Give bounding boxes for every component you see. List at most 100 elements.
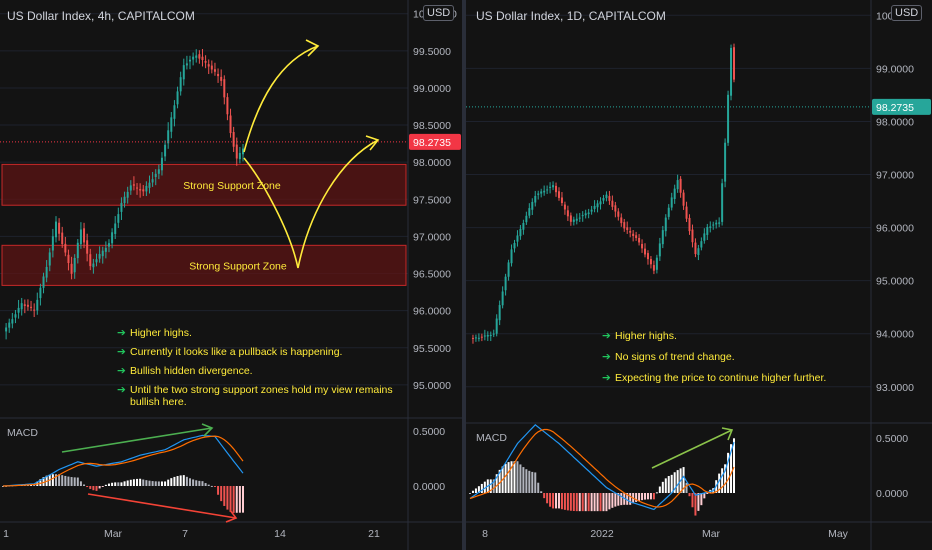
note-text: Until the two strong support zones hold … xyxy=(130,384,393,396)
macd-histogram-bar xyxy=(195,480,198,486)
macd-histogram-bar xyxy=(139,478,142,486)
macd-histogram-bar xyxy=(213,486,216,487)
price-tick-label: 97.0000 xyxy=(413,231,451,243)
price-candle xyxy=(207,64,210,67)
note-arrow-icon: ➔ xyxy=(117,327,126,339)
macd-histogram-bar xyxy=(67,476,70,486)
price-candle xyxy=(79,229,82,245)
macd-histogram-bar xyxy=(198,480,201,486)
left-chart-title: US Dollar Index, 4h, CAPITALCOM xyxy=(7,9,195,23)
price-candle xyxy=(608,196,611,201)
right-chart-panel[interactable]: 100.000099.000098.000097.000096.000095.0… xyxy=(466,0,932,550)
price-tick-label: 98.0000 xyxy=(876,116,914,128)
price-candle xyxy=(572,219,575,222)
price-candle xyxy=(557,191,560,198)
macd-histogram-bar xyxy=(516,461,519,493)
macd-histogram-bar xyxy=(528,470,531,493)
macd-histogram-bar xyxy=(217,486,220,495)
arrowhead-icon xyxy=(225,509,238,523)
macd-histogram-bar xyxy=(83,484,86,486)
price-candle xyxy=(495,318,498,334)
price-candle xyxy=(644,248,647,255)
macd-histogram-bar xyxy=(142,479,145,486)
macd-histogram-bar xyxy=(207,484,210,486)
macd-histogram-bar xyxy=(703,493,706,499)
price-candle xyxy=(104,247,107,252)
price-candle xyxy=(635,235,638,239)
macd-histogram-bar xyxy=(691,493,694,508)
price-candle xyxy=(649,259,652,265)
macd-histogram-bar xyxy=(617,493,620,506)
time-tick-label: 7 xyxy=(182,528,188,540)
left-chart-panel[interactable]: 100.000099.500099.000098.500098.000097.5… xyxy=(0,0,462,550)
macd-histogram-bar xyxy=(145,480,148,486)
macd-histogram-bar xyxy=(673,472,676,493)
price-candle xyxy=(117,214,120,223)
price-candle xyxy=(537,193,540,195)
price-candle xyxy=(703,233,706,241)
macd-histogram-bar xyxy=(229,486,232,512)
price-candle xyxy=(167,130,170,144)
macd-histogram-bar xyxy=(220,486,223,502)
price-candle xyxy=(54,221,57,238)
macd-histogram-bar xyxy=(602,493,605,512)
macd-histogram-bar xyxy=(688,493,691,497)
price-candle xyxy=(89,254,92,267)
macd-histogram-bar xyxy=(492,479,495,493)
price-candle xyxy=(620,217,623,224)
panel-divider[interactable] xyxy=(462,0,466,550)
price-tick-label: 94.0000 xyxy=(876,329,914,341)
price-candle xyxy=(148,182,151,188)
macd-histogram-bar xyxy=(667,476,670,493)
right-currency-button[interactable]: USD xyxy=(891,5,923,21)
macd-histogram-bar xyxy=(590,493,593,512)
left-chart-canvas[interactable]: 100.000099.500099.000098.500098.000097.5… xyxy=(0,0,462,550)
price-candle xyxy=(8,322,11,328)
macd-histogram-bar xyxy=(626,493,629,505)
price-candle xyxy=(691,229,694,243)
macd-histogram-bar xyxy=(76,477,79,486)
macd-histogram-bar xyxy=(727,452,730,493)
left-currency-button[interactable]: USD xyxy=(423,5,455,21)
price-candle xyxy=(217,73,220,77)
price-candle xyxy=(563,204,566,210)
arrowhead-icon xyxy=(201,423,214,437)
price-candle xyxy=(45,266,48,278)
macd-histogram-bar xyxy=(210,485,213,487)
macd-histogram-bar xyxy=(646,493,649,500)
price-candle xyxy=(546,189,549,191)
macd-histogram-bar xyxy=(587,493,590,512)
price-candle xyxy=(136,187,139,189)
price-tick-label: 99.5000 xyxy=(413,46,451,58)
price-candle xyxy=(706,227,709,235)
price-candle xyxy=(602,198,605,201)
macd-label: MACD xyxy=(476,432,507,444)
macd-histogram-bar xyxy=(572,493,575,512)
price-candle xyxy=(676,180,679,190)
price-candle xyxy=(525,215,528,223)
macd-histogram-bar xyxy=(649,493,652,500)
price-candle xyxy=(107,243,110,247)
macd-histogram-bar xyxy=(522,467,525,493)
support-zone xyxy=(1,163,407,206)
last-price-tag xyxy=(409,133,461,150)
price-candle xyxy=(540,191,543,194)
macd-histogram-bar xyxy=(104,484,107,486)
price-candle xyxy=(578,217,581,219)
right-chart-canvas[interactable]: 100.000099.000098.000097.000096.000095.0… xyxy=(466,0,932,550)
macd-histogram-bar xyxy=(685,482,688,493)
macd-histogram-bar xyxy=(721,468,724,493)
price-candle xyxy=(555,185,558,193)
price-candle xyxy=(611,200,614,207)
macd-histogram-bar xyxy=(537,482,540,493)
macd-histogram-bar xyxy=(185,476,188,486)
price-candle xyxy=(658,243,661,257)
price-candle xyxy=(61,232,64,245)
price-candle xyxy=(229,115,232,134)
price-candle xyxy=(51,236,54,251)
macd-histogram-bar xyxy=(706,493,709,494)
price-candle xyxy=(120,202,123,212)
price-tick-label: 95.5000 xyxy=(413,343,451,355)
macd-histogram-bar xyxy=(525,469,528,493)
macd-histogram-bar xyxy=(697,493,700,511)
